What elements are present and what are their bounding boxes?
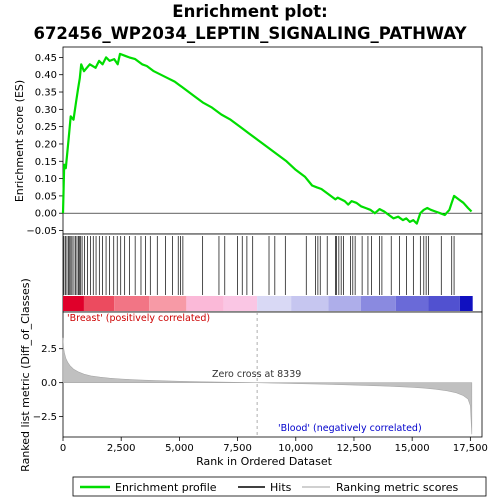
ranking-metric-area (62, 337, 473, 435)
es-y-tick-label: 0.30 (35, 105, 57, 116)
ranked-bar-segment (83, 296, 115, 311)
es-y-tick-label: 0.45 (35, 53, 57, 64)
legend: Enrichment profile Hits Ranking metric s… (72, 476, 487, 497)
x-tick-label: 17,500 (453, 443, 488, 454)
es-panel-frame (62, 46, 483, 235)
ranked-bar-segment (328, 296, 361, 311)
chart-title-line2: 672456_WP2034_LEPTIN_SIGNALING_PATHWAY (33, 24, 467, 43)
ranked-bar-segment (257, 296, 292, 311)
hits-panel (63, 236, 455, 295)
x-tick-label: 10,000 (278, 443, 313, 454)
x-tick-label: 15,000 (395, 443, 430, 454)
es-y-tick-label: −0.05 (26, 226, 57, 237)
legend-hits-label: Hits (270, 481, 292, 494)
ranked-bar-segment (186, 296, 224, 311)
legend-box (72, 476, 487, 497)
metric-y-tick-label: −2.5 (33, 412, 57, 423)
positive-class-label: 'Breast' (positively correlated) (67, 313, 210, 324)
x-tick-label: 0 (60, 443, 66, 454)
metric-panel (62, 312, 473, 437)
metric-y-axis-title: Ranked list metric (Diff_of_Classes) (19, 278, 32, 472)
es-y-tick-label: 0.40 (35, 70, 57, 81)
es-y-tick-label: 0.10 (35, 174, 57, 185)
ranked-bar-segment (360, 296, 396, 311)
x-tick-label: 12,500 (336, 443, 371, 454)
chart-title-line1: Enrichment plot: (172, 2, 327, 21)
metric-panel-frame (62, 311, 483, 438)
ranked-bar-segment (459, 296, 473, 311)
es-y-tick-label: 0.15 (35, 157, 57, 168)
ranked-bar-segment (428, 296, 460, 311)
metric-y-tick-label: 2.5 (41, 344, 57, 355)
ranked-bar-segment (395, 296, 429, 311)
negative-class-label: 'Blood' (negatively correlated) (278, 423, 422, 434)
ranked-bar-segment (291, 296, 329, 311)
es-y-tick-label: 0.00 (35, 209, 57, 220)
rank-x-axis: 0 2,500 5,000 7,500 10,000 12,500 15,000 17,500 (60, 437, 488, 454)
es-y-tick-label: 0.35 (35, 88, 57, 99)
zero-cross-label: Zero cross at 8339 (212, 369, 301, 380)
x-tick-label: 7,500 (223, 443, 252, 454)
ranked-bar-segment (114, 296, 150, 311)
ranked-bar-segment (149, 296, 187, 311)
metric-y-axis: −2.5 0.0 2.5 (33, 344, 63, 423)
x-tick-label: 5,000 (165, 443, 194, 454)
enrichment-profile-line (61, 52, 473, 225)
x-axis-title: Rank in Ordered Dataset (196, 455, 333, 468)
es-y-tick-label: 0.20 (35, 139, 57, 150)
ranked-bar-segment (63, 296, 84, 311)
x-tick-label: 2,500 (107, 443, 136, 454)
es-y-tick-label: 0.05 (35, 191, 57, 202)
es-y-axis: −0.05 0.00 0.05 0.10 0.15 0.20 0.25 0.30 0.35 0.4… (26, 53, 63, 237)
es-y-tick-label: 0.25 (35, 122, 57, 133)
es-panel (61, 52, 482, 225)
ranked-list-color-bar (63, 296, 473, 311)
legend-enrichment-label: Enrichment profile (115, 481, 217, 494)
es-y-axis-title: Enrichment score (ES) (13, 80, 26, 202)
ranked-bar-segment (223, 296, 258, 311)
metric-y-tick-label: 0.0 (41, 378, 57, 389)
legend-metric-label: Ranking metric scores (336, 481, 458, 494)
